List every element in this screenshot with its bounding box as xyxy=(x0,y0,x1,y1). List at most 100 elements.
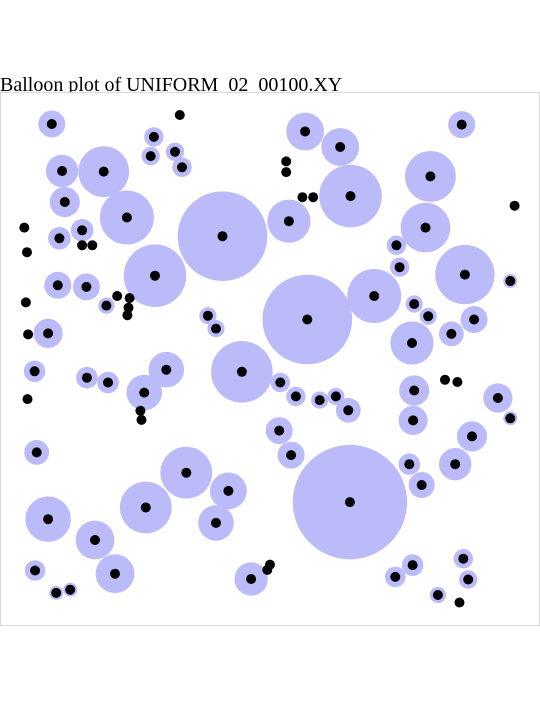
data-point-85 xyxy=(211,517,221,528)
data-point-81 xyxy=(416,480,427,490)
data-point-92 xyxy=(110,568,120,579)
data-point-63 xyxy=(290,391,301,402)
data-point-14 xyxy=(59,197,70,207)
data-point-9 xyxy=(98,166,109,177)
data-point-37 xyxy=(112,291,123,301)
data-point-68 xyxy=(343,405,354,416)
data-point-86 xyxy=(90,535,100,545)
data-point-93 xyxy=(246,574,257,584)
chart-title: Balloon plot of UNIFORM_02_00100.XY xyxy=(0,74,343,96)
data-point-84 xyxy=(43,514,54,525)
data-point-96 xyxy=(65,584,76,595)
data-point-6 xyxy=(145,151,156,162)
data-point-83 xyxy=(140,502,151,513)
data-point-73 xyxy=(274,425,285,436)
data-point-58 xyxy=(440,374,450,385)
data-point-69 xyxy=(135,405,146,416)
data-point-56 xyxy=(81,372,92,383)
data-point-30 xyxy=(394,262,405,273)
data-point-46 xyxy=(423,311,434,322)
data-point-43 xyxy=(122,310,133,321)
data-point-45 xyxy=(302,314,313,325)
data-point-67 xyxy=(492,393,503,403)
data-point-89 xyxy=(262,564,273,575)
data-point-80 xyxy=(223,485,234,496)
data-point-72 xyxy=(408,415,419,426)
data-point-31 xyxy=(150,270,160,281)
data-point-36 xyxy=(369,291,380,301)
data-point-38 xyxy=(124,293,135,304)
balloon-plot xyxy=(0,92,540,626)
data-point-15 xyxy=(297,192,308,203)
data-point-21 xyxy=(420,222,431,233)
data-point-60 xyxy=(139,387,150,398)
data-point-2 xyxy=(174,110,185,120)
data-point-28 xyxy=(391,240,402,251)
data-point-53 xyxy=(29,366,40,377)
data-point-57 xyxy=(103,377,113,388)
data-point-12 xyxy=(281,167,292,178)
data-point-97 xyxy=(51,587,62,598)
data-point-70 xyxy=(136,414,147,425)
data-point-23 xyxy=(77,225,88,236)
data-point-44 xyxy=(202,310,213,321)
data-point-98 xyxy=(432,590,443,600)
data-point-19 xyxy=(121,212,132,223)
data-point-79 xyxy=(181,467,192,478)
data-point-74 xyxy=(467,431,477,442)
data-point-55 xyxy=(236,366,247,377)
data-point-4 xyxy=(456,119,467,130)
data-point-71 xyxy=(505,413,516,424)
data-point-77 xyxy=(404,459,415,470)
data-point-54 xyxy=(161,364,172,375)
data-point-49 xyxy=(43,328,54,339)
point-layer xyxy=(19,110,520,608)
data-point-40 xyxy=(123,302,134,313)
data-point-94 xyxy=(390,571,401,582)
data-point-33 xyxy=(505,276,516,286)
data-point-11 xyxy=(281,156,292,167)
data-point-35 xyxy=(81,281,92,292)
data-point-17 xyxy=(345,191,356,202)
data-point-95 xyxy=(463,574,474,585)
data-point-62 xyxy=(409,385,420,396)
data-point-90 xyxy=(407,560,418,571)
data-point-82 xyxy=(344,497,355,508)
data-point-91 xyxy=(30,565,41,576)
data-point-47 xyxy=(469,314,480,325)
data-point-20 xyxy=(283,216,294,227)
data-point-87 xyxy=(458,553,469,564)
data-point-51 xyxy=(23,329,34,340)
data-point-99 xyxy=(454,597,465,608)
data-point-76 xyxy=(286,450,297,461)
data-point-8 xyxy=(57,166,68,176)
data-point-59 xyxy=(452,377,463,387)
data-point-50 xyxy=(446,328,457,339)
data-point-1 xyxy=(148,131,159,142)
data-point-0 xyxy=(46,119,57,129)
data-point-52 xyxy=(407,338,417,348)
data-point-27 xyxy=(87,240,98,251)
data-point-29 xyxy=(22,247,32,258)
data-point-78 xyxy=(450,459,461,470)
data-point-39 xyxy=(101,300,112,311)
data-point-32 xyxy=(459,269,470,280)
data-point-22 xyxy=(19,222,30,233)
data-point-10 xyxy=(177,162,187,173)
data-point-3 xyxy=(300,126,311,137)
data-point-61 xyxy=(275,377,286,388)
data-point-42 xyxy=(409,299,420,309)
data-point-13 xyxy=(425,171,436,182)
data-point-65 xyxy=(330,391,341,402)
data-point-34 xyxy=(52,280,63,291)
data-point-41 xyxy=(20,297,31,308)
data-point-18 xyxy=(509,200,520,211)
data-point-25 xyxy=(54,233,65,244)
data-point-24 xyxy=(217,231,228,242)
data-point-64 xyxy=(314,395,325,406)
data-point-48 xyxy=(211,323,221,334)
data-point-26 xyxy=(77,240,88,251)
data-point-5 xyxy=(170,146,180,157)
data-point-75 xyxy=(31,447,42,458)
data-point-7 xyxy=(335,142,346,152)
